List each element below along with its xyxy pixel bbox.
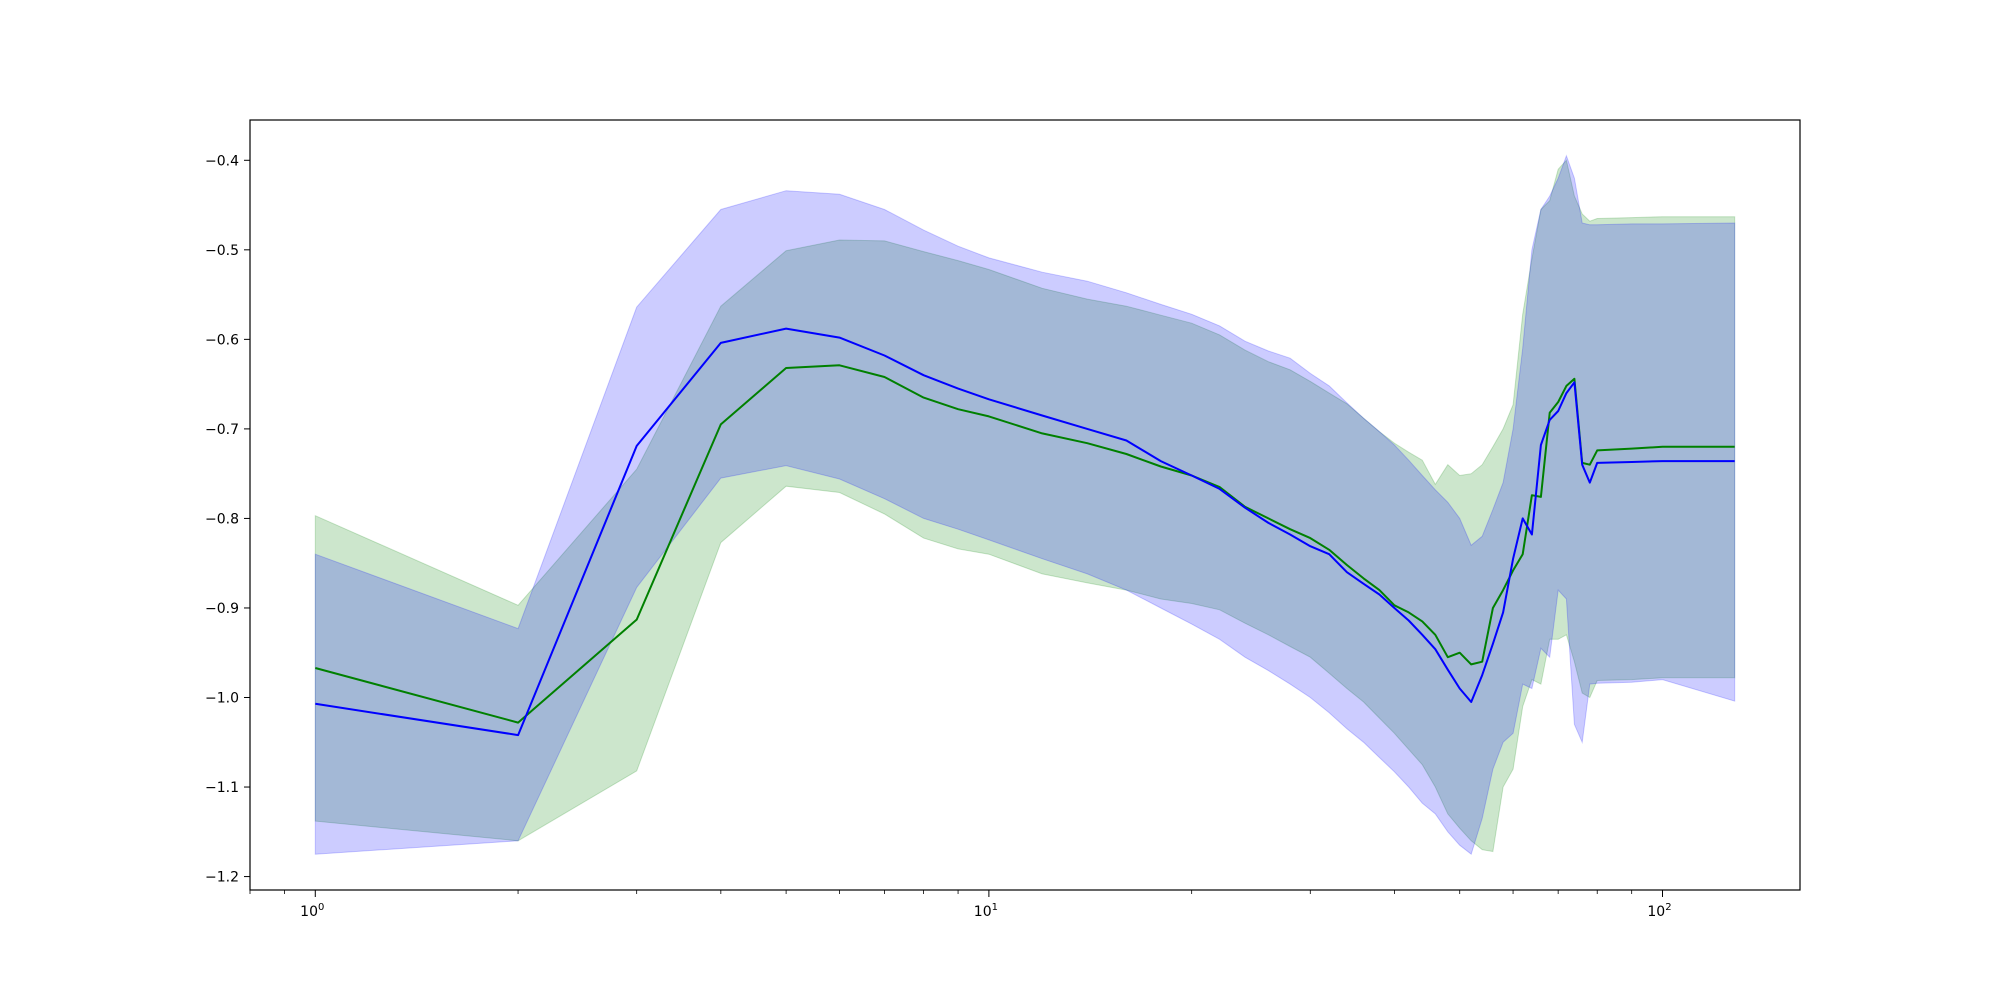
x-tick-label: 100 — [300, 902, 324, 920]
series-1-line — [315, 364, 1735, 724]
series-2-line — [315, 327, 1735, 737]
y-tick-label: −0.9 — [205, 601, 239, 617]
series-2-band — [314, 154, 1736, 856]
series-lines — [315, 327, 1735, 737]
y-tick-label: −0.4 — [205, 153, 239, 169]
y-tick-label: −0.7 — [205, 422, 239, 438]
y-tick-label: −1.1 — [205, 780, 239, 796]
y-tick-label: −0.6 — [205, 332, 239, 348]
x-tick-label: 101 — [974, 902, 998, 920]
x-axis: 100 101 102 — [249, 890, 1672, 920]
y-axis: −0.4 −0.5 −0.6 −0.7 −0.8 −0.9 −1.0 −1.1 −1.2 — [205, 153, 250, 886]
y-tick-label: −0.8 — [205, 511, 239, 527]
y-tick-label: −1.2 — [205, 870, 239, 886]
plot-frame — [249, 119, 1801, 891]
series-1-band — [314, 159, 1736, 853]
y-tick-label: −0.5 — [205, 243, 239, 259]
x-tick-label: 102 — [1647, 902, 1671, 920]
plot-area — [250, 120, 1800, 890]
y-tick-label: −1.0 — [205, 691, 239, 707]
confidence-bands — [314, 154, 1736, 856]
